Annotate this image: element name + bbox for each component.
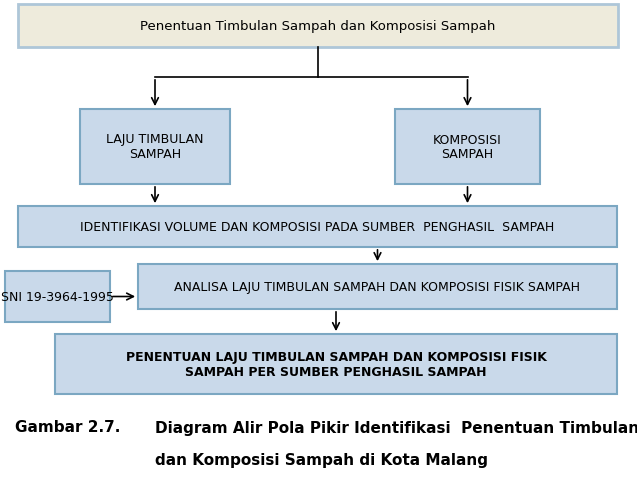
Text: ANALISA LAJU TIMBULAN SAMPAH DAN KOMPOSISI FISIK SAMPAH: ANALISA LAJU TIMBULAN SAMPAH DAN KOMPOSI… [175, 281, 580, 293]
Text: IDENTIFIKASI VOLUME DAN KOMPOSISI PADA SUMBER  PENGHASIL  SAMPAH: IDENTIFIKASI VOLUME DAN KOMPOSISI PADA S… [80, 221, 555, 234]
Bar [138, 264, 617, 309]
Text: LAJU TIMBULAN
SAMPAH: LAJU TIMBULAN SAMPAH [106, 133, 204, 161]
Bar [18, 206, 617, 247]
Text: KOMPOSISI
SAMPAH: KOMPOSISI SAMPAH [433, 133, 502, 161]
Text: Gambar 2.7.: Gambar 2.7. [15, 420, 120, 435]
Text: PENENTUAN LAJU TIMBULAN SAMPAH DAN KOMPOSISI FISIK
SAMPAH PER SUMBER PENGHASIL S: PENENTUAN LAJU TIMBULAN SAMPAH DAN KOMPO… [125, 350, 547, 378]
Text: Penentuan Timbulan Sampah dan Komposisi Sampah: Penentuan Timbulan Sampah dan Komposisi … [140, 20, 496, 33]
Bar [55, 334, 617, 394]
Bar [18, 5, 618, 48]
Text: SNI 19-3964-1995: SNI 19-3964-1995 [1, 290, 114, 304]
Bar [80, 110, 230, 184]
Text: Diagram Alir Pola Pikir Identifikasi  Penentuan Timbulan Sa: Diagram Alir Pola Pikir Identifikasi Pen… [155, 420, 637, 435]
Bar [395, 110, 540, 184]
Bar [5, 271, 110, 323]
Text: dan Komposisi Sampah di Kota Malang: dan Komposisi Sampah di Kota Malang [155, 451, 488, 467]
